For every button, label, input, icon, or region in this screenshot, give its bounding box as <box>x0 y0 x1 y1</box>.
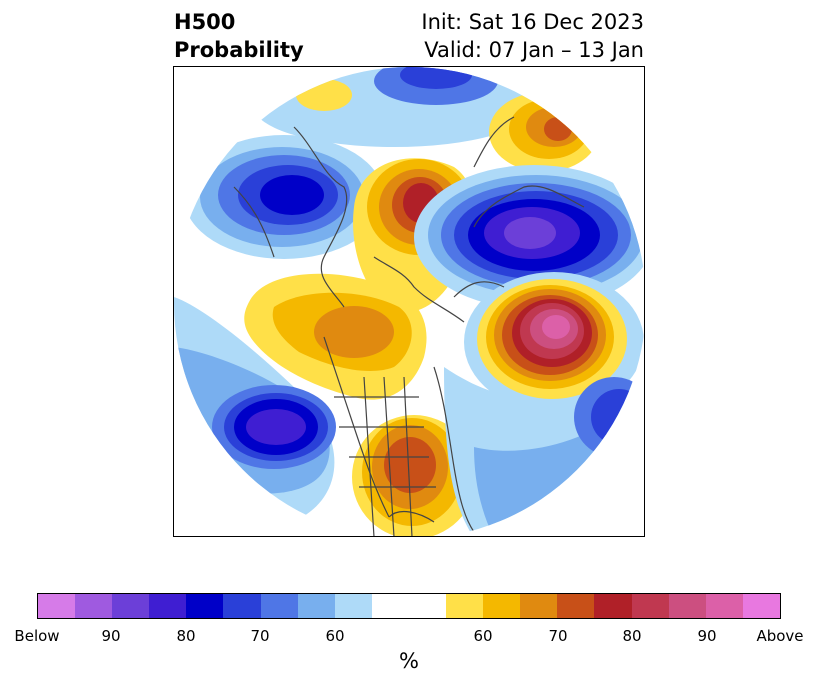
colorbar-tick-above-70: 70 <box>548 627 568 645</box>
colorbar-segment <box>742 594 780 618</box>
anomaly-above-north-small <box>296 79 352 111</box>
colorbar-segment <box>75 594 113 618</box>
anomaly-below-east <box>414 165 644 309</box>
anomaly-below-northwest <box>184 135 384 259</box>
colorbar-segment <box>186 594 224 618</box>
colorbar-segment <box>260 594 298 618</box>
anomaly-above-east <box>464 272 644 412</box>
colorbar-segment <box>223 594 261 618</box>
colorbar-segment <box>520 594 558 618</box>
colorbar-tick-below-80: 80 <box>176 627 196 645</box>
colorbar-segment <box>446 594 484 618</box>
probability-contours <box>174 67 644 536</box>
anomaly-above-northeast <box>489 92 599 172</box>
colorbar-tick-above-60: 60 <box>473 627 493 645</box>
colorbar-tick-above-80: 80 <box>622 627 642 645</box>
colorbar-segment <box>594 594 632 618</box>
colorbar-tick-below-60: 60 <box>325 627 345 645</box>
colorbar-tick-below-70: 70 <box>250 627 270 645</box>
map-subtitle: Init: Sat 16 Dec 2023 Valid: 07 Jan – 13… <box>421 8 644 64</box>
anomaly-above-conus <box>352 415 476 536</box>
colorbar-segment <box>557 594 595 618</box>
colorbar-segment <box>334 594 372 618</box>
init-date: Init: Sat 16 Dec 2023 <box>421 10 644 34</box>
colorbar-tick-above: Above <box>756 627 804 645</box>
map-title: H500 Probability <box>174 8 304 64</box>
probability-map <box>173 66 645 537</box>
colorbar-segment <box>112 594 150 618</box>
coastlines <box>233 106 635 536</box>
colorbar-segment <box>149 594 187 618</box>
colorbar-tick-below-90: 90 <box>101 627 121 645</box>
colorbar-tick-above-90: 90 <box>697 627 717 645</box>
colorbar-segment <box>631 594 669 618</box>
colorbar-segment <box>705 594 743 618</box>
colorbar-tick-below: Below <box>14 627 60 645</box>
valid-range: Valid: 07 Jan – 13 Jan <box>424 38 644 62</box>
colorbar-segment <box>483 594 521 618</box>
colorbar-segment <box>38 594 76 618</box>
colorbar-segment <box>371 594 447 618</box>
title-line-2: Probability <box>174 38 304 62</box>
colorbar-unit: % <box>399 649 419 673</box>
colorbar-segment <box>668 594 706 618</box>
anomaly-above-arctic <box>244 273 427 400</box>
colorbar-segment <box>297 594 335 618</box>
title-line-1: H500 <box>174 10 236 34</box>
colorbar <box>37 593 781 619</box>
probability-map-canvas <box>174 67 644 536</box>
